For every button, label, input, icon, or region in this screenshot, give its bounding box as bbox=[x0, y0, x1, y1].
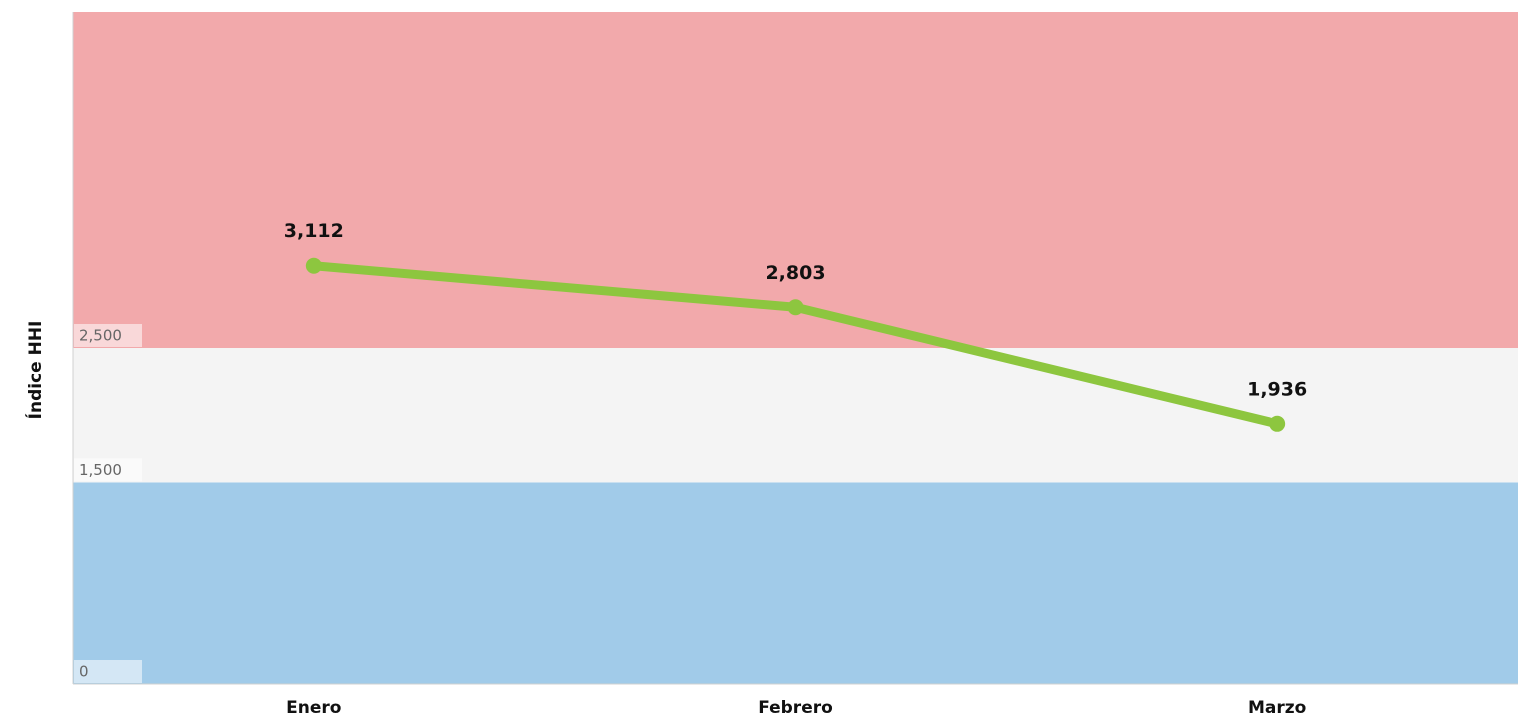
y-tick-label: 1,500 bbox=[79, 461, 122, 479]
tick-label-bg bbox=[74, 660, 142, 683]
marker bbox=[787, 299, 804, 316]
marker bbox=[1269, 415, 1286, 432]
x-tick-label: Febrero bbox=[758, 698, 833, 718]
marker bbox=[305, 257, 322, 274]
bands bbox=[73, 12, 1518, 684]
x-tick-label: Marzo bbox=[1248, 698, 1306, 718]
tick-label-bg bbox=[74, 458, 142, 482]
band bbox=[73, 348, 1518, 483]
tick-label-bg bbox=[74, 324, 142, 347]
band bbox=[73, 12, 1518, 348]
data-label: 2,803 bbox=[765, 262, 825, 284]
data-label: 1,936 bbox=[1247, 378, 1307, 400]
x-tick-label: Enero bbox=[286, 698, 341, 718]
y-tick-label: 2,500 bbox=[79, 327, 122, 345]
band bbox=[73, 482, 1518, 684]
data-label: 3,112 bbox=[284, 220, 344, 242]
y-axis-label: Índice HHI bbox=[24, 321, 46, 420]
y-tick-label: 0 bbox=[79, 663, 89, 681]
